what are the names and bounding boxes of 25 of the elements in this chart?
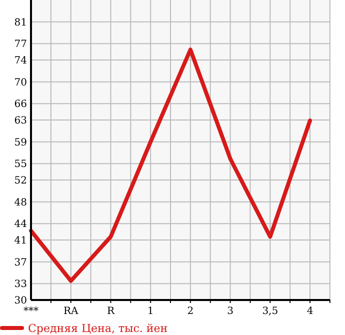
x-tick-label: 4 — [306, 306, 314, 317]
y-tick-label: 37 — [14, 257, 27, 268]
x-tick-label: 3 — [227, 306, 234, 317]
y-tick-label: 52 — [14, 176, 27, 186]
x-tick-label: R — [106, 306, 115, 317]
y-tick-label: 48 — [14, 197, 27, 208]
y-tick-label: 59 — [14, 137, 27, 148]
y-tick-label: 33 — [14, 279, 27, 290]
x-tick-label: 1 — [147, 306, 154, 317]
y-tick-label: 81 — [14, 17, 27, 28]
y-tick-label: 44 — [14, 219, 27, 230]
y-tick-label: 66 — [14, 99, 27, 110]
y-tick-label: 74 — [14, 56, 27, 66]
x-tick-label: *** — [24, 306, 38, 317]
y-tick-label: 41 — [14, 236, 27, 246]
y-tick-label: 30 — [14, 296, 27, 306]
y-tick-label: 77 — [14, 39, 27, 50]
y-tick-label: 63 — [14, 116, 27, 126]
x-tick-label: 2 — [187, 306, 194, 317]
y-tick-label: 55 — [14, 159, 27, 170]
y-tick-label: 70 — [14, 77, 27, 88]
legend-label: Средняя Цена, тыс. йен — [28, 322, 168, 335]
x-tick-label: 3,5 — [262, 306, 278, 317]
x-tick-label: RA — [63, 306, 80, 317]
line-series — [29, 48, 312, 283]
